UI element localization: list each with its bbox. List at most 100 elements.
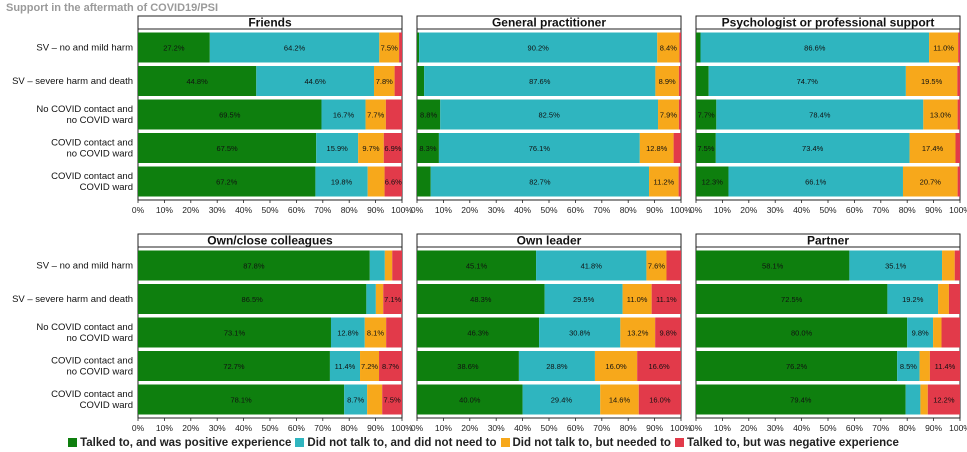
bar-segment-no_need xyxy=(708,66,906,96)
x-tick-label: 70% xyxy=(872,423,889,433)
x-tick-label: 70% xyxy=(314,423,331,433)
x-tick-label: 20% xyxy=(740,205,757,215)
panel-0: Friends 0% 10% 20% 30% 40% 50% 60% 70% 80% 90% 100%… xyxy=(12,15,413,215)
bar-data-label: 7.5% xyxy=(381,43,398,52)
bar-segment-no_need xyxy=(897,351,920,381)
bar-segment-no_need xyxy=(316,133,359,163)
x-tick-label: 70% xyxy=(872,205,889,215)
bar-segment-no_need xyxy=(329,351,361,381)
panel-title: Own/close colleagues xyxy=(207,234,333,248)
bar-segment-needed xyxy=(374,66,395,96)
bar-data-label: 87.6% xyxy=(529,77,551,86)
bar-data-label: 30.8% xyxy=(569,328,591,337)
x-tick-label: 40% xyxy=(514,205,531,215)
x-tick-label: 50% xyxy=(540,205,557,215)
panel-1: General practitioner 0% 10% 20% 30% 40% 50% 60%… xyxy=(411,15,692,215)
bar-data-label: 13.2% xyxy=(627,328,649,337)
bar-data-label: 7.7% xyxy=(698,110,715,119)
bar-data-label: 29.5% xyxy=(573,295,595,304)
bar-data-label: 87.8% xyxy=(243,261,265,270)
x-tick-label: 100% xyxy=(670,423,692,433)
bar-data-label: 8.4% xyxy=(660,43,677,52)
bar-segment-negative xyxy=(638,384,681,415)
category-label: SV – no and mild harm xyxy=(36,261,133,272)
x-tick-label: 80% xyxy=(620,205,637,215)
bar-segment-needed xyxy=(655,66,679,96)
bar-data-label: 12.3% xyxy=(702,177,724,186)
bar-data-label: 11.1% xyxy=(656,295,677,304)
bar-segment-negative xyxy=(383,284,402,314)
bar-data-label: 12.2% xyxy=(933,395,955,404)
bar-data-label: 90.2% xyxy=(528,43,550,52)
bar-data-label: 16.0% xyxy=(605,362,627,371)
x-tick-label: 30% xyxy=(488,205,505,215)
x-tick-label: 100% xyxy=(670,205,692,215)
bar-segment-negative xyxy=(385,99,402,130)
bar-segment-no_need xyxy=(728,166,903,197)
bar-segment-positive xyxy=(696,351,898,381)
panel-title: Own leader xyxy=(517,234,582,248)
bar-segment-needed xyxy=(923,99,958,130)
bar-data-label: 69.5% xyxy=(219,110,241,119)
bar-segment-no_need xyxy=(256,66,375,96)
bar-segment-no_need xyxy=(419,32,658,63)
bar-segment-needed xyxy=(938,284,949,314)
legend-item-no_need: Did not talk to, and did not need to xyxy=(295,437,497,449)
x-tick-label: 40% xyxy=(514,423,531,433)
category-label: No COVID contact and xyxy=(36,322,133,333)
bar-segment-negative xyxy=(392,250,402,281)
bar-segment-positive xyxy=(696,317,908,348)
bar-data-label: 8.3% xyxy=(419,144,436,153)
bar-segment-negative xyxy=(957,99,960,130)
bar-segment-positive xyxy=(417,317,540,348)
bar-data-label: 80.0% xyxy=(791,328,813,337)
bar-segment-negative xyxy=(678,99,681,130)
bar-segment-positive xyxy=(696,32,701,63)
category-label: COVID ward xyxy=(80,182,133,193)
bar-segment-negative xyxy=(394,66,402,96)
bar-segment-needed xyxy=(909,133,956,163)
bar-data-label: 11.4% xyxy=(935,362,956,371)
bar-segment-needed xyxy=(657,32,680,63)
bar-data-label: 13.0% xyxy=(930,110,952,119)
x-tick-label: 100% xyxy=(949,423,967,433)
x-tick-label: 80% xyxy=(341,205,358,215)
x-tick-label: 10% xyxy=(156,205,173,215)
legend-swatch xyxy=(500,438,510,447)
bar-segment-needed xyxy=(942,250,955,281)
x-tick-label: 30% xyxy=(767,205,784,215)
bar-data-label: 44.6% xyxy=(305,77,327,86)
bar-segment-no_need xyxy=(321,99,366,130)
bar-data-label: 58.1% xyxy=(762,261,784,270)
bar-segment-negative xyxy=(948,284,960,314)
legend-label: Did not talk to, but needed to xyxy=(512,437,671,449)
bar-segment-no_need xyxy=(424,66,656,96)
bar-segment-needed xyxy=(933,317,942,348)
bar-segment-no_need xyxy=(438,133,640,163)
bar-segment-negative xyxy=(957,166,960,197)
bar-data-label: 48.3% xyxy=(470,295,492,304)
x-tick-label: 90% xyxy=(646,205,663,215)
x-tick-label: 40% xyxy=(793,205,810,215)
bar-segment-positive xyxy=(138,166,316,197)
bar-segment-positive xyxy=(138,351,330,381)
bar-data-label: 29.4% xyxy=(551,395,573,404)
bar-data-label: 9.8% xyxy=(912,328,929,337)
bar-segment-no_need xyxy=(430,166,650,197)
bar-segment-needed xyxy=(620,317,656,348)
bar-data-label: 7.2% xyxy=(361,362,378,371)
x-tick-label: 70% xyxy=(593,423,610,433)
bar-data-label: 6.6% xyxy=(385,177,402,186)
bar-data-label: 72.5% xyxy=(781,295,803,304)
bar-segment-positive xyxy=(696,284,888,314)
bar-segment-positive xyxy=(417,32,420,63)
bar-segment-negative xyxy=(637,351,681,381)
bar-data-label: 41.8% xyxy=(581,261,603,270)
x-tick-label: 40% xyxy=(235,205,252,215)
legend-swatch xyxy=(295,438,305,447)
bar-data-label: 7.7% xyxy=(367,110,384,119)
bar-data-label: 17.4% xyxy=(922,144,944,153)
bar-data-label: 8.5% xyxy=(900,362,917,371)
bar-segment-needed xyxy=(920,384,928,415)
bar-segment-needed xyxy=(375,284,384,314)
